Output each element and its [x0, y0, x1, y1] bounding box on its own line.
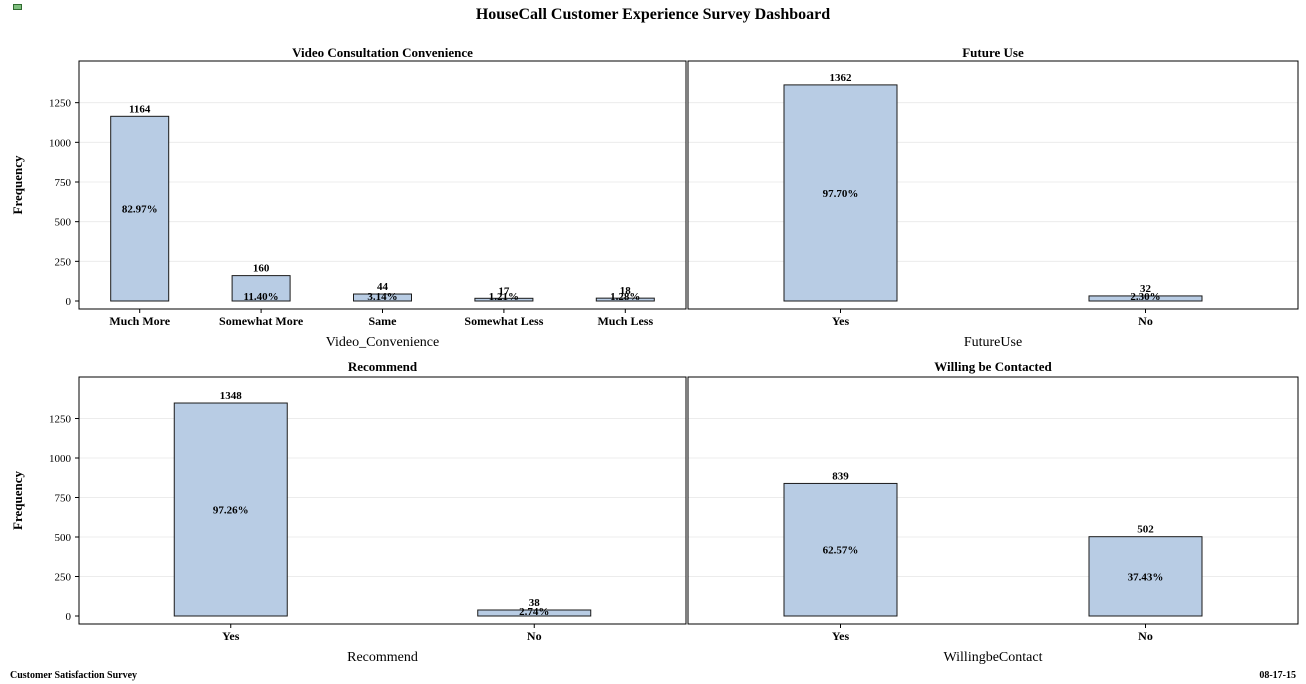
chart-1-bar	[353, 293, 412, 302]
chart-1-value-label: 44	[377, 281, 389, 293]
chart-1-xtick-label: Somewhat Less	[464, 314, 543, 328]
chart-2-xtick-label: Yes	[832, 314, 850, 328]
chart-3-ytick-label: 500	[55, 532, 72, 544]
chart-4-value-label: 839	[832, 470, 849, 482]
chart-2-xlabel: FutureUse	[964, 335, 1022, 350]
sas-output-icon	[13, 4, 22, 10]
chart-1-value-label: 1164	[129, 103, 151, 115]
footer-survey-name: Customer Satisfaction Survey	[10, 670, 138, 681]
chart-3-xtick-label: No	[527, 629, 542, 643]
chart-1-value-label: 17	[498, 285, 510, 297]
chart-1-xtick-label: Much More	[109, 314, 170, 328]
chart-4-xtick-label: Yes	[832, 629, 850, 643]
chart-1-ytick-label: 500	[55, 217, 72, 229]
chart-1-xtick-label: Much Less	[597, 314, 653, 328]
chart-1-xlabel: Video_Convenience	[326, 335, 439, 350]
chart-1-percent-label: 82.97%	[122, 204, 158, 216]
chart-3-ytick-label: 1250	[49, 414, 72, 426]
chart-1-bar	[110, 115, 170, 302]
chart-3-xlabel: Recommend	[347, 650, 418, 665]
chart-1-bar	[231, 275, 291, 302]
chart-3-value-label: 1348	[220, 390, 243, 402]
chart-3-ytick-label: 0	[66, 611, 72, 623]
chart-3-percent-label: 2.74%	[519, 606, 549, 618]
chart-4-xtick-label: No	[1138, 629, 1153, 643]
chart-1-value-label: 18	[620, 285, 632, 297]
chart-2-value-label: 1362	[830, 72, 853, 84]
chart-1-title: Video Consultation Convenience	[292, 45, 473, 60]
chart-3-bar	[477, 609, 592, 617]
chart-3-ytick-label: 250	[55, 572, 72, 584]
footer-date: 08-17-15	[1259, 670, 1296, 681]
chart-3-bar	[173, 402, 288, 617]
chart-3-value-label: 38	[529, 597, 541, 609]
chart-4-percent-label: 37.43%	[1128, 571, 1164, 583]
chart-2-frame	[687, 60, 1299, 310]
chart-1-percent-label: 1.21%	[489, 291, 519, 303]
chart-3-ylabel: Frequency	[10, 471, 25, 530]
chart-3-ytick-label: 750	[55, 493, 72, 505]
chart-4-percent-label: 62.57%	[823, 545, 859, 557]
chart-1-ylabel: Frequency	[10, 155, 25, 214]
chart-1-ytick-label: 0	[66, 296, 72, 308]
page-title: HouseCall Customer Experience Survey Das…	[475, 6, 831, 23]
chart-1-percent-label: 1.28%	[610, 291, 640, 303]
chart-3-xtick-label: Yes	[222, 629, 240, 643]
chart-1-ytick-label: 750	[55, 177, 72, 189]
chart-3-title: Recommend	[348, 359, 418, 374]
chart-1-bar	[474, 297, 534, 302]
chart-1-bar	[595, 297, 655, 302]
chart-4-bar	[783, 482, 898, 617]
chart-2-value-label: 32	[1140, 283, 1152, 295]
chart-1-percent-label: 11.40%	[244, 291, 279, 303]
chart-2-xtick-label: No	[1138, 314, 1153, 328]
chart-3-percent-label: 97.26%	[213, 505, 249, 517]
chart-3-ytick-label: 1000	[49, 453, 72, 465]
chart-1-frame	[78, 60, 687, 310]
chart-2-bar	[1088, 295, 1203, 302]
chart-1-value-label: 160	[253, 263, 270, 275]
chart-4-value-label: 502	[1137, 524, 1154, 536]
chart-4-title: Willing be Contacted	[934, 359, 1052, 374]
chart-1-percent-label: 3.14%	[367, 291, 397, 303]
chart-1-ytick-label: 250	[55, 256, 72, 268]
chart-2-bar	[783, 84, 898, 302]
chart-2-percent-label: 97.70%	[823, 188, 859, 200]
chart-1-xtick-label: Somewhat More	[219, 314, 304, 328]
chart-2-percent-label: 2.30%	[1130, 291, 1160, 303]
chart-1-ytick-label: 1000	[49, 137, 72, 149]
chart-1-ytick-label: 1250	[49, 98, 72, 110]
chart-2-title: Future Use	[962, 45, 1024, 60]
chart-4-frame	[687, 376, 1299, 625]
chart-4-bar	[1088, 536, 1203, 617]
chart-4-xlabel: WillingbeContact	[944, 650, 1043, 665]
chart-1-xtick-label: Same	[369, 314, 398, 328]
chart-3-frame	[78, 376, 687, 625]
